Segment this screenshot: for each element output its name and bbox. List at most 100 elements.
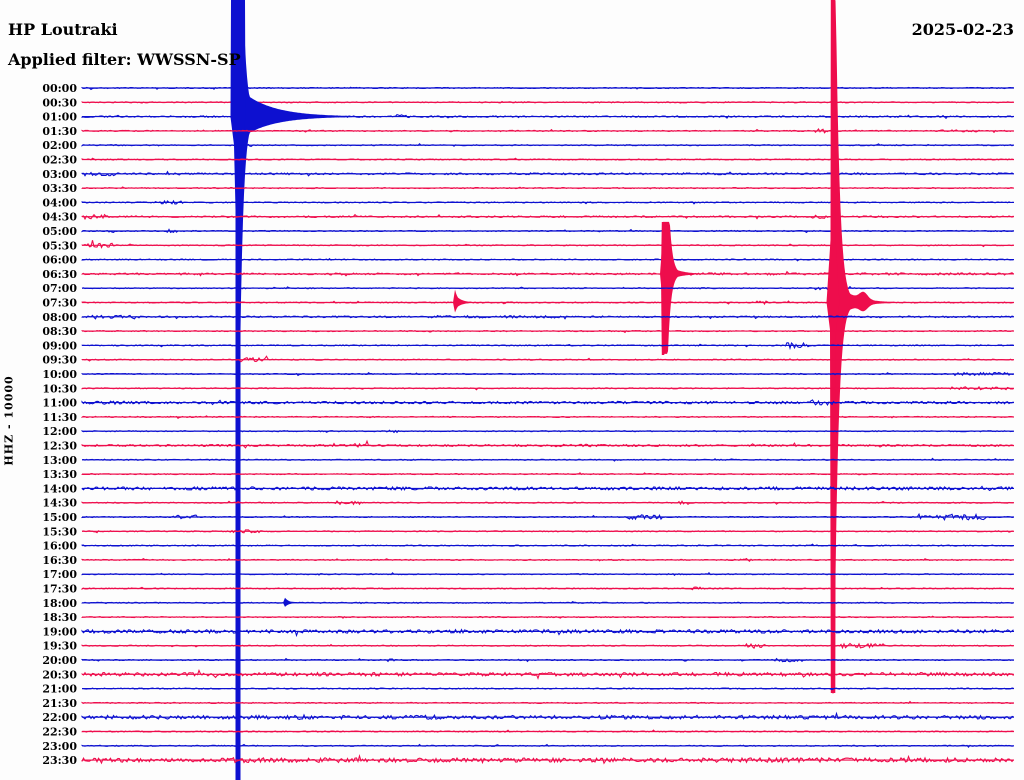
trace-noise xyxy=(81,371,1014,377)
row-time-label: 04:30 xyxy=(42,211,77,224)
row-time-label: 04:00 xyxy=(42,196,77,209)
row-time-label: 14:30 xyxy=(42,497,77,510)
row-time-label: 05:00 xyxy=(42,225,77,238)
trace-noise xyxy=(81,711,1014,721)
row-time-label: 22:30 xyxy=(42,726,77,739)
trace-noise xyxy=(81,687,1014,691)
trace-noise xyxy=(81,529,1014,534)
trace-noise xyxy=(81,355,1014,363)
row-time-label: 02:00 xyxy=(42,139,77,152)
record-date: 2025-02-23 xyxy=(911,20,1014,39)
event-envelope xyxy=(453,289,480,313)
applied-filter-label: Applied filter: WWSSN-SP xyxy=(8,50,241,69)
row-time-label: 16:00 xyxy=(42,540,77,553)
trace-noise xyxy=(81,213,1014,221)
row-time-label: 07:30 xyxy=(42,297,77,310)
row-time-label: 13:00 xyxy=(42,454,77,467)
trace-noise xyxy=(81,257,1014,262)
trace-noise xyxy=(81,543,1014,547)
row-time-label: 01:30 xyxy=(42,125,77,138)
trace-noise xyxy=(81,270,1014,277)
trace-noise xyxy=(81,586,1014,591)
trace-noise xyxy=(81,572,1014,577)
trace-noise xyxy=(81,601,1014,605)
row-time-label: 09:30 xyxy=(42,354,77,367)
trace-noise xyxy=(81,285,1014,291)
row-time-label: 03:00 xyxy=(42,168,77,181)
row-time-label: 15:30 xyxy=(42,525,77,538)
row-time-label: 19:30 xyxy=(42,640,77,653)
trace-noise xyxy=(81,143,1014,147)
trace-noise xyxy=(81,429,1014,434)
trace-noise xyxy=(81,700,1014,705)
trace-noise xyxy=(81,472,1014,476)
trace-noise xyxy=(81,669,1014,680)
row-time-label: 13:30 xyxy=(42,468,77,481)
row-time-label: 08:00 xyxy=(42,311,77,324)
event-envelope xyxy=(829,0,923,694)
trace-noise xyxy=(81,657,1014,663)
trace-noise xyxy=(81,439,1014,449)
row-time-label: 12:30 xyxy=(42,440,77,453)
trace-noise xyxy=(81,557,1014,562)
row-time-label: 03:30 xyxy=(42,182,77,195)
trace-noise xyxy=(81,170,1014,177)
trace-noise xyxy=(81,157,1014,161)
row-time-label: 08:30 xyxy=(42,325,77,338)
row-time-label: 10:00 xyxy=(42,368,77,381)
channel-scale-label: HHZ - 10000 xyxy=(2,375,16,466)
row-time-label: 10:30 xyxy=(42,382,77,395)
clipped-event-needle xyxy=(826,0,840,693)
row-time-label: 17:00 xyxy=(42,568,77,581)
clipped-event-needle xyxy=(230,0,246,780)
trace-noise xyxy=(81,314,1014,320)
row-time-label: 11:30 xyxy=(42,411,77,424)
row-time-label: 05:30 xyxy=(42,239,77,252)
row-time-label: 21:30 xyxy=(42,697,77,710)
row-time-label: 01:00 xyxy=(42,111,77,124)
trace-noise xyxy=(81,512,1014,522)
row-time-label: 02:30 xyxy=(42,154,77,167)
row-time-label: 09:00 xyxy=(42,339,77,352)
trace-noise xyxy=(81,329,1014,334)
trace-noise xyxy=(81,457,1014,462)
trace-noise xyxy=(81,415,1014,420)
trace-noise xyxy=(81,341,1014,351)
row-time-label: 07:00 xyxy=(42,282,77,295)
event-envelope xyxy=(283,597,297,607)
row-time-label: 21:00 xyxy=(42,683,77,696)
row-time-label: 20:00 xyxy=(42,654,77,667)
trace-noise xyxy=(81,186,1014,190)
trace-noise xyxy=(81,399,1014,406)
row-time-label: 11:00 xyxy=(42,397,77,410)
trace-noise xyxy=(81,729,1014,733)
row-time-label: 06:30 xyxy=(42,268,77,281)
trace-noise xyxy=(81,628,1014,638)
row-time-label: 15:00 xyxy=(42,511,77,524)
trace-noise xyxy=(81,615,1014,619)
trace-noise xyxy=(81,485,1014,492)
row-time-label: 23:30 xyxy=(42,754,77,767)
trace-noise xyxy=(81,128,1014,134)
row-time-label: 16:30 xyxy=(42,554,77,567)
trace-noise xyxy=(81,199,1014,205)
row-time-label: 18:00 xyxy=(42,597,77,610)
trace-noise xyxy=(81,743,1014,748)
row-time-label: 17:30 xyxy=(42,583,77,596)
trace-noise xyxy=(81,754,1014,765)
trace-noise xyxy=(81,500,1014,506)
station-title: HP Loutraki xyxy=(8,20,118,39)
row-time-label: 14:00 xyxy=(42,482,77,495)
trace-noise xyxy=(81,228,1014,234)
row-time-label: 23:00 xyxy=(42,740,77,753)
trace-noise xyxy=(81,240,1014,249)
row-time-label: 18:30 xyxy=(42,611,77,624)
row-time-label: 19:00 xyxy=(42,625,77,638)
trace-noise xyxy=(81,642,1014,650)
row-time-label: 06:00 xyxy=(42,254,77,267)
event-envelope xyxy=(234,0,357,691)
row-time-label: 22:00 xyxy=(42,711,77,724)
row-time-label: 20:30 xyxy=(42,668,77,681)
row-time-label: 12:00 xyxy=(42,425,77,438)
